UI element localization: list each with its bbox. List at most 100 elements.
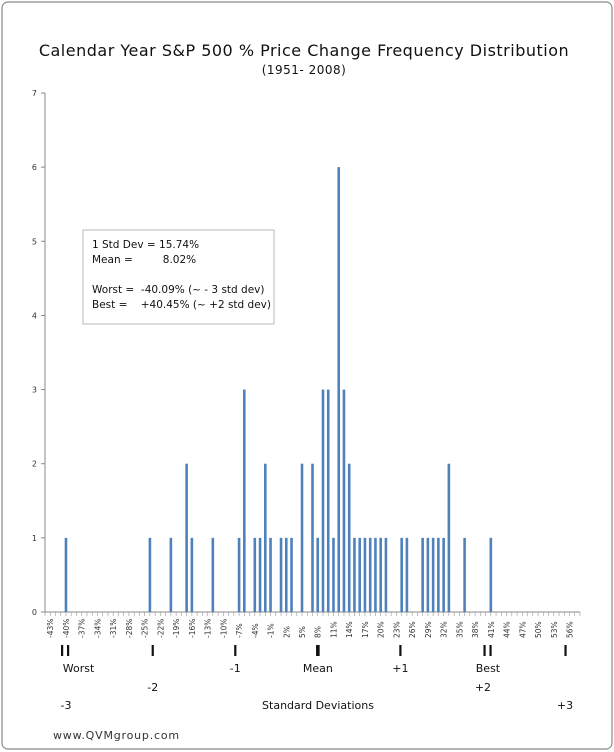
stats-annotation-box: 1 Std Dev = 15.74% Mean = 8.02% Worst = -4…	[82, 229, 275, 325]
x-tick-label: 14%	[345, 621, 354, 638]
std-dev-minus-3-label: -3	[61, 699, 72, 712]
x-tick-label: 5%	[298, 626, 307, 638]
bar	[431, 537, 435, 612]
bar	[316, 537, 320, 612]
bar	[426, 537, 430, 612]
y-tick-label: 3	[32, 386, 37, 395]
bar	[185, 463, 188, 612]
chart-subtitle: (1951- 2008)	[262, 63, 347, 77]
bar	[237, 537, 241, 612]
bar	[342, 389, 346, 612]
bar	[374, 537, 377, 612]
bar	[489, 537, 493, 612]
bar	[243, 389, 246, 612]
std-dev-markers: Worst -2 -1 Mean +1 Best +2	[61, 645, 567, 694]
std-dev-marker-label: -2	[147, 681, 158, 694]
std-dev-marker-label: -1	[230, 662, 241, 675]
x-tick-label: -22%	[156, 619, 165, 638]
bar	[269, 537, 272, 612]
x-tick-label: -19%	[172, 619, 181, 638]
annotation-box-border	[82, 229, 275, 325]
bar	[300, 463, 304, 612]
std-dev-marker-label: Best	[476, 662, 501, 675]
bar	[169, 537, 173, 612]
y-tick-label: 2	[32, 460, 37, 469]
x-tick-label: -31%	[109, 619, 118, 638]
bar	[148, 537, 152, 612]
bar	[253, 537, 257, 612]
bar	[437, 537, 440, 612]
website-footer: www.QVMgroup.com	[53, 729, 180, 742]
y-tick-label: 0	[32, 608, 37, 617]
bar	[258, 537, 262, 612]
x-tick-label: -7%	[235, 623, 244, 638]
x-tick-label: -1%	[267, 623, 276, 638]
bar	[326, 389, 330, 612]
y-tick-label: 6	[32, 163, 37, 172]
annotation-line: Worst = -40.09% (~ - 3 std dev)	[92, 284, 264, 296]
bar	[353, 537, 356, 612]
x-tick-label: 53%	[550, 621, 559, 638]
std-dev-tick	[151, 645, 154, 656]
bar	[263, 463, 267, 612]
std-dev-tick	[61, 645, 64, 656]
annotation-line: 1 Std Dev = 15.74%	[92, 239, 199, 251]
x-tick-label: 17%	[361, 621, 370, 638]
bar	[368, 537, 372, 612]
x-tick-label: 32%	[440, 621, 449, 638]
bar	[337, 167, 341, 612]
bars	[64, 167, 493, 612]
x-tick-label: -4%	[251, 623, 260, 638]
x-axis: -43% -40% -37% -34% -31% -28% -25% -22% -19% -16%…	[44, 611, 581, 638]
std-dev-tick	[483, 645, 486, 656]
std-dev-tick	[67, 645, 70, 656]
annotation-line: Best = +40.45% (~ +2 std dev)	[92, 299, 271, 311]
x-tick-label: -10%	[219, 619, 228, 638]
std-dev-marker-label: Worst	[63, 662, 95, 675]
bar	[379, 537, 382, 612]
x-tick-label: 38%	[471, 621, 480, 638]
x-tick-label: 2%	[282, 626, 291, 638]
x-tick-label: -25%	[141, 619, 150, 638]
y-axis: 0 1 2 3 4 5 6 7	[32, 89, 46, 617]
x-tick-label: -13%	[204, 619, 213, 638]
y-tick-label: 1	[32, 534, 37, 543]
bar	[421, 537, 424, 612]
x-tick-label: 41%	[487, 621, 496, 638]
bar	[284, 537, 288, 612]
x-tick-label: -16%	[188, 619, 197, 638]
x-tick-label: 56%	[566, 621, 575, 638]
std-dev-tick	[564, 645, 567, 656]
x-tick-label: 8%	[314, 626, 323, 638]
std-dev-tick	[316, 645, 320, 656]
x-tick-label: 35%	[455, 621, 464, 638]
bar	[463, 537, 466, 612]
x-tick-label: -34%	[93, 619, 102, 638]
y-tick-label: 4	[32, 311, 37, 320]
bar	[442, 537, 445, 612]
bar	[290, 537, 293, 612]
y-tick-label: 7	[32, 89, 37, 98]
annotation-line: Mean = 8.02%	[92, 254, 196, 266]
x-tick-label: 26%	[408, 621, 417, 638]
std-dev-marker-label: +2	[475, 681, 491, 694]
bar	[321, 389, 325, 612]
bar	[347, 463, 351, 612]
bar	[279, 537, 283, 612]
y-tick-label: 5	[32, 237, 37, 246]
x-tick-label: -28%	[125, 619, 134, 638]
std-dev-marker-label: +1	[392, 662, 408, 675]
std-dev-tick	[489, 645, 492, 656]
chart-title: Calendar Year S&P 500 % Price Change Fre…	[39, 41, 569, 60]
std-dev-axis-label: Standard Deviations	[262, 699, 374, 712]
std-dev-tick	[399, 645, 402, 656]
bar	[400, 537, 403, 612]
x-tick-label: 11%	[329, 621, 338, 638]
x-tick-label: 29%	[424, 621, 433, 638]
x-tick-label: 20%	[377, 621, 386, 638]
std-dev-tick	[234, 645, 237, 656]
x-tick-label: 23%	[392, 621, 401, 638]
